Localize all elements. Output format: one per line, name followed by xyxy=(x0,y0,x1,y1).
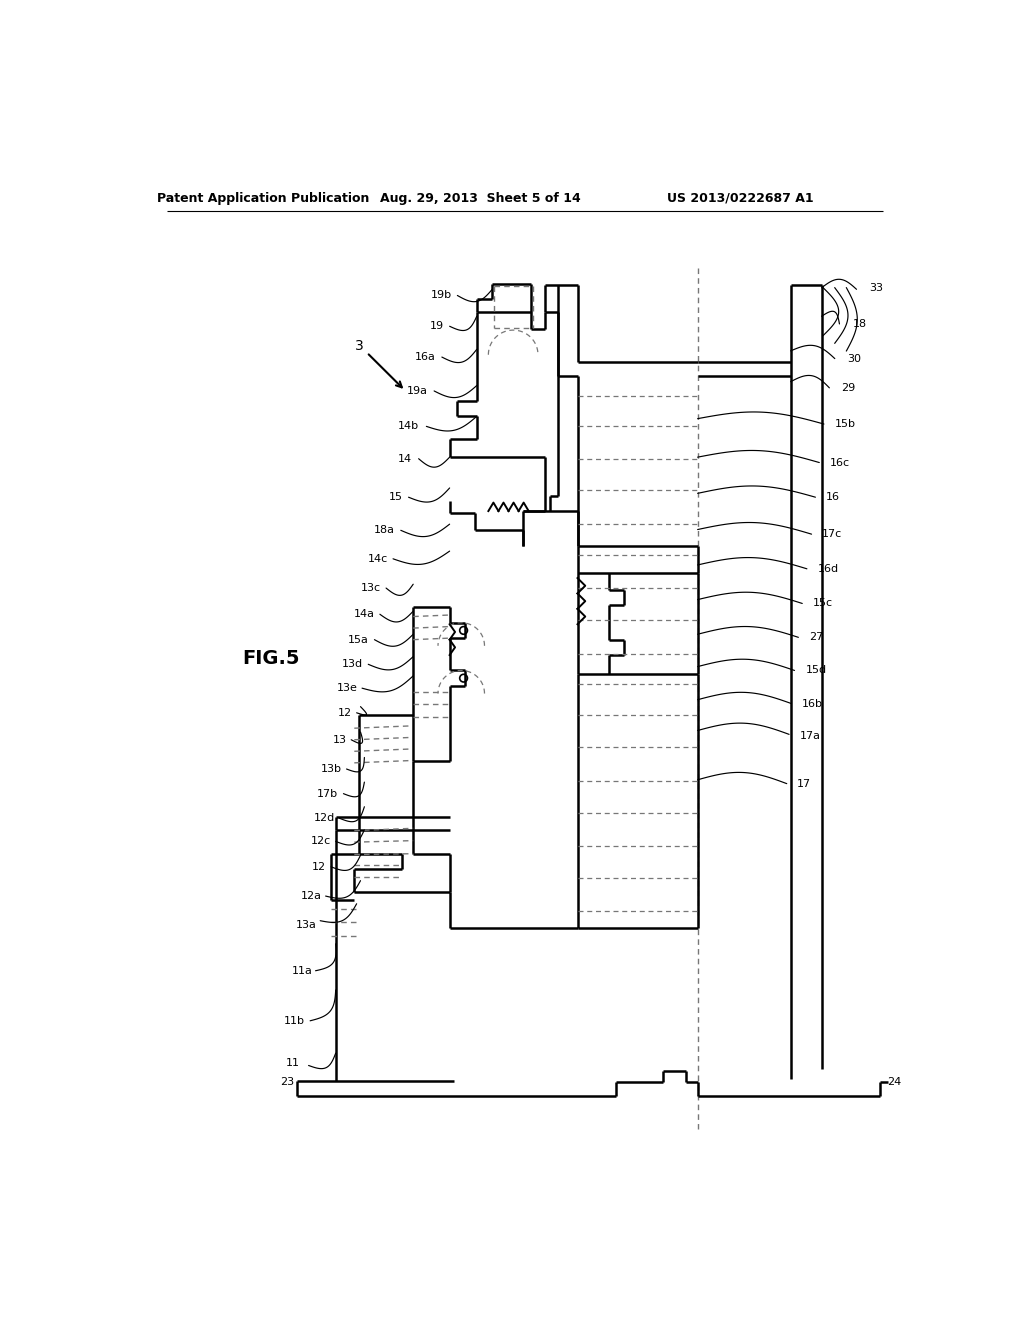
Text: 15a: 15a xyxy=(347,635,369,644)
Text: 11a: 11a xyxy=(292,966,312,975)
Text: 12d: 12d xyxy=(313,813,335,824)
Text: 12: 12 xyxy=(312,862,327,871)
Text: 19b: 19b xyxy=(431,290,452,301)
Text: US 2013/0222687 A1: US 2013/0222687 A1 xyxy=(667,191,813,205)
Text: 14: 14 xyxy=(397,454,412,463)
Text: 23: 23 xyxy=(281,1077,295,1088)
Text: 29: 29 xyxy=(841,383,855,393)
Text: 11: 11 xyxy=(286,1059,300,1068)
Text: 12a: 12a xyxy=(301,891,322,902)
Text: 15c: 15c xyxy=(813,598,834,609)
Text: 16a: 16a xyxy=(415,352,435,362)
Text: 30: 30 xyxy=(847,354,861,363)
Text: FIG.5: FIG.5 xyxy=(243,649,300,668)
Text: 16b: 16b xyxy=(802,698,823,709)
Text: 27: 27 xyxy=(809,632,823,643)
Text: 24: 24 xyxy=(888,1077,902,1088)
Text: 13: 13 xyxy=(333,735,346,744)
Text: 15: 15 xyxy=(389,492,403,502)
Text: 15b: 15b xyxy=(835,418,856,429)
Text: 33: 33 xyxy=(869,282,884,293)
Text: 16: 16 xyxy=(825,492,840,502)
Text: 17b: 17b xyxy=(316,788,338,799)
Text: 13e: 13e xyxy=(337,684,357,693)
Text: 19: 19 xyxy=(430,321,444,331)
Text: 13c: 13c xyxy=(360,583,381,593)
Text: 18a: 18a xyxy=(374,525,394,536)
Text: 17c: 17c xyxy=(821,529,842,539)
Text: 17: 17 xyxy=(797,779,811,788)
Text: 17a: 17a xyxy=(800,731,821,741)
Text: 13b: 13b xyxy=(321,764,342,774)
Text: 18: 18 xyxy=(853,319,866,329)
Text: 14b: 14b xyxy=(398,421,420,432)
Text: 16c: 16c xyxy=(830,458,850,467)
Text: 15d: 15d xyxy=(805,665,826,676)
Text: 13a: 13a xyxy=(296,920,317,929)
Text: 11b: 11b xyxy=(284,1016,305,1026)
Text: 3: 3 xyxy=(354,339,364,354)
Text: Aug. 29, 2013  Sheet 5 of 14: Aug. 29, 2013 Sheet 5 of 14 xyxy=(380,191,581,205)
Text: 14c: 14c xyxy=(368,554,388,564)
Text: 12c: 12c xyxy=(311,837,331,846)
Text: 12: 12 xyxy=(338,708,352,718)
Text: 13d: 13d xyxy=(342,659,362,669)
Text: Patent Application Publication: Patent Application Publication xyxy=(158,191,370,205)
Text: 16d: 16d xyxy=(818,564,839,574)
Text: 19a: 19a xyxy=(407,385,428,396)
Text: 14a: 14a xyxy=(353,610,375,619)
